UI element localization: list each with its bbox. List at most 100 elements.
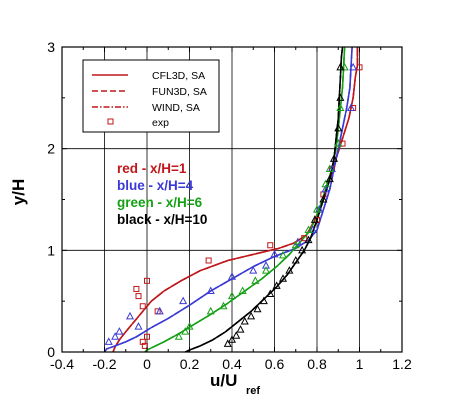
x-axis-title: u/U ref: [210, 371, 260, 397]
series-3-exp-point: [291, 255, 300, 264]
series-1-exp-point: [134, 322, 143, 330]
series-1-exp-point: [115, 327, 124, 335]
series-0-exp-point: [144, 333, 150, 340]
series-2-exp-point: [291, 240, 300, 249]
y-tick-label: 3: [47, 39, 55, 55]
legend-label-cfl3d: CFL3D, SA: [152, 70, 205, 82]
y-tick-label: 1: [47, 242, 55, 258]
x-tick-label: 0.6: [265, 356, 285, 372]
series-3-exp-point: [319, 194, 328, 203]
series-2-exp-point: [251, 276, 260, 284]
series-2-exp-point: [219, 301, 228, 310]
series-3-exp-point: [240, 316, 249, 325]
series-3-exp-point: [272, 281, 281, 289]
series-0-wind-line: [112, 47, 359, 353]
x-tick-label: 0.2: [180, 356, 200, 372]
series-1-exp-point: [179, 296, 188, 305]
series-0-exp-point: [356, 64, 363, 71]
series-1-exp-point: [155, 306, 164, 315]
legend-label-fun3d: FUN3D, SA: [152, 86, 207, 98]
series-1-exp-point: [321, 184, 330, 193]
annotation-black: black - x/H=10: [117, 212, 207, 227]
series-0-exp-point: [135, 293, 142, 300]
experimental-markers: [104, 62, 363, 349]
series-2-exp-point: [206, 306, 215, 315]
y-axis-title: y/H: [9, 179, 28, 205]
series-0-exp-point: [133, 285, 140, 292]
series-2-wind-line: [144, 46, 346, 353]
series-2-exp-point: [321, 179, 330, 188]
series-2-exp-point: [238, 286, 247, 294]
series-3-exp-point: [298, 245, 307, 254]
series-2-exp-point: [278, 250, 288, 259]
series-0-exp-point: [139, 303, 146, 310]
color-annotations: red - x/H=1 blue - x/H=4 green - x/H=6 b…: [117, 161, 207, 227]
series-2-exp-point: [304, 225, 313, 233]
series-2-exp-point: [336, 103, 345, 111]
series-2-exp-point: [325, 164, 334, 172]
series-2-exp-point: [181, 327, 190, 335]
series-1-exp-point: [206, 286, 215, 294]
x-tick-label: 0: [143, 356, 151, 372]
legend-marker-exp: [107, 118, 114, 125]
series-1-wind-line: [103, 46, 353, 353]
series-3-wind-line: [184, 46, 344, 353]
series-1-exp-point: [346, 103, 356, 111]
series-3-exp-point: [223, 339, 232, 347]
series-3-exp-point: [236, 325, 245, 333]
series-3-exp-point: [285, 266, 294, 274]
series-2-exp-point: [185, 322, 194, 330]
annotation-green: green - x/H=6: [117, 195, 203, 210]
series-2-exp-point: [312, 205, 322, 213]
x-tick-label: -0.4: [50, 356, 74, 372]
axis-ticks: -0.4 -0.2 0 0.2 0.4 0.6 0.8 1 1.2 0 1 2 3: [47, 39, 412, 372]
series-0-exp-point: [267, 242, 274, 249]
x-axis-title-main: u/U: [210, 371, 237, 390]
series-3-exp-point: [325, 174, 334, 183]
series-1-exp-point: [104, 337, 113, 345]
x-tick-label: 0.4: [222, 356, 242, 372]
series-0-exp-point: [144, 277, 150, 284]
series-1-exp-point: [270, 249, 279, 258]
series-3-exp-point: [304, 235, 313, 244]
x-axis-title-sub: ref: [246, 385, 260, 397]
series-1-exp-point: [111, 332, 120, 340]
x-tick-label: -0.2: [92, 356, 116, 372]
series-2-exp-point: [340, 62, 349, 71]
series-1-exp-point: [125, 311, 135, 320]
series-3-exp-point: [259, 296, 268, 305]
series-3-exp-point: [227, 335, 237, 343]
legend-box: [82, 59, 220, 133]
series-3-exp-point: [334, 123, 343, 132]
legend-label-wind: WIND, SA: [152, 102, 200, 114]
series-1-exp-point: [349, 62, 358, 71]
annotation-blue: blue - x/H=4: [117, 178, 194, 193]
series-3-exp-point: [310, 215, 319, 223]
series-2-exp-point: [227, 291, 237, 300]
series-2-exp-point: [261, 266, 271, 274]
legend: CFL3D, SA FUN3D, SA WIND, SA exp: [82, 59, 220, 133]
model-curves: [103, 46, 359, 353]
series-1-exp-point: [249, 266, 258, 274]
y-tick-label: 0: [47, 344, 55, 360]
series-2-exp-point: [334, 139, 343, 147]
series-3-exp-point: [336, 62, 345, 71]
x-tick-label: 1.2: [392, 356, 412, 372]
series-3-exp-point: [232, 331, 241, 339]
x-tick-label: 0.8: [307, 356, 327, 372]
series-3-exp-point: [336, 93, 345, 101]
series-3-exp-point: [253, 304, 262, 313]
series-1-exp-point: [227, 272, 237, 280]
series-0-exp-point: [205, 257, 212, 264]
series-3-exp-point: [329, 154, 339, 162]
series-0-exp-point: [301, 235, 308, 242]
series-3-exp-point: [247, 311, 256, 320]
series-3-exp-point: [278, 274, 288, 282]
series-0-exp-point: [141, 342, 148, 349]
series-1-exp-point: [308, 225, 317, 233]
y-tick-label: 2: [47, 141, 55, 157]
x-tick-label: 1: [356, 356, 364, 372]
series-3-exp-point: [266, 289, 275, 298]
